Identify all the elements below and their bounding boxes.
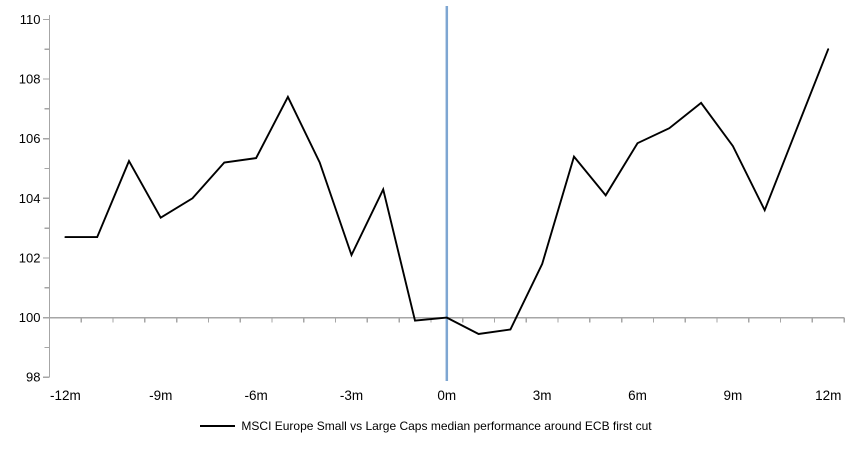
- y-tick-label: 100: [19, 310, 41, 325]
- y-tick-label: 102: [19, 250, 41, 265]
- y-tick-label: 108: [19, 72, 41, 87]
- x-tick-label: -3m: [340, 388, 363, 403]
- legend-line-swatch: [200, 425, 236, 427]
- x-tick-label: -9m: [149, 388, 172, 403]
- x-tick-label: -12m: [50, 388, 81, 403]
- x-tick-label: -6m: [244, 388, 267, 403]
- legend-label: MSCI Europe Small vs Large Caps median p…: [241, 419, 652, 433]
- x-tick-label: 12m: [815, 388, 841, 403]
- y-tick-label: 104: [19, 191, 41, 206]
- y-tick-label: 106: [19, 131, 41, 146]
- y-tick-label: 98: [26, 370, 40, 385]
- legend: MSCI Europe Small vs Large Caps median p…: [0, 417, 852, 435]
- x-tick-label: 0m: [437, 388, 456, 403]
- x-tick-label: 9m: [723, 388, 742, 403]
- series-line: [64, 48, 830, 335]
- y-tick-label: 110: [20, 12, 41, 27]
- x-tick-label: 6m: [628, 388, 647, 403]
- x-tick-label: 3m: [533, 388, 552, 403]
